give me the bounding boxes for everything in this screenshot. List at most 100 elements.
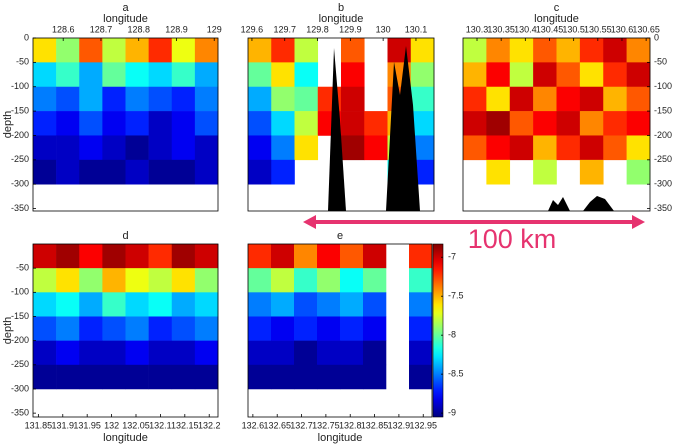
- heat-cell: [248, 292, 272, 317]
- heat-cell: [33, 38, 57, 63]
- y-tick-label: -50: [16, 57, 29, 67]
- heat-cell: [56, 111, 80, 136]
- heat-cell: [626, 159, 651, 185]
- heat-cell: [556, 86, 581, 112]
- heat-cell: [56, 340, 80, 366]
- seafloor: [583, 196, 614, 211]
- x-tick-label: 132.05: [122, 420, 150, 430]
- heat-cell: [294, 244, 318, 269]
- heat-cell: [102, 159, 126, 185]
- x-tick-label: 130.65: [632, 24, 660, 34]
- heat-cell: [486, 159, 511, 185]
- heat-cell: [340, 268, 364, 293]
- heat-cell: [271, 292, 295, 317]
- x-tick-label: 132.65: [263, 420, 291, 430]
- y-axis-label: depth: [2, 317, 14, 345]
- heat-cell: [294, 292, 318, 317]
- heat-cell: [294, 316, 318, 341]
- heat-cell: [248, 62, 272, 88]
- heat-cell: [194, 316, 219, 341]
- x-tick-label: 130.6: [611, 24, 634, 34]
- heat-cell: [556, 62, 581, 88]
- heat-cell: [486, 111, 511, 136]
- heat-cell: [317, 364, 341, 390]
- heat-cell: [317, 316, 341, 341]
- heat-cell: [509, 86, 534, 112]
- heat-cell: [125, 159, 149, 185]
- heat-cell: [486, 62, 511, 88]
- heat-cell: [271, 135, 295, 161]
- y-tick-label: -150: [654, 105, 672, 115]
- heat-cell: [294, 111, 319, 136]
- heat-cell: [56, 364, 80, 390]
- heat-cell: [125, 268, 149, 293]
- heat-cell: [194, 364, 219, 390]
- y-tick-label: -50: [16, 263, 29, 273]
- x-tick-label: 131.9: [52, 420, 75, 430]
- heat-cell: [533, 159, 557, 185]
- y-axis-label: depth: [2, 111, 14, 139]
- heat-cell: [171, 111, 196, 136]
- heat-cell: [410, 62, 435, 88]
- heat-cell: [194, 268, 219, 293]
- heat-cell: [294, 364, 318, 390]
- scale-bar-label: 100 km: [468, 224, 557, 254]
- heat-cell: [579, 38, 604, 63]
- plot-frame: [32, 243, 219, 418]
- heat-cell: [533, 38, 557, 63]
- heat-cell: [341, 111, 365, 136]
- heat-cell: [194, 135, 219, 161]
- y-tick-label: -300: [11, 179, 29, 189]
- heat-cell: [271, 159, 295, 185]
- heat-cell: [363, 364, 387, 390]
- heat-cell: [579, 111, 604, 136]
- heat-cell: [33, 62, 57, 88]
- heat-cell: [102, 38, 126, 63]
- heat-cell: [248, 364, 272, 390]
- heat-cell: [626, 86, 651, 112]
- heat-cell: [148, 244, 173, 269]
- heat-cell: [294, 38, 319, 63]
- heat-cell: [363, 292, 387, 317]
- heat-cell: [579, 62, 604, 88]
- heat-cell: [463, 135, 487, 161]
- heat-cell: [626, 62, 651, 88]
- panel-title: d: [122, 230, 128, 242]
- heat-cell: [33, 244, 57, 269]
- heat-cell: [33, 340, 57, 366]
- heat-cell: [626, 135, 651, 161]
- y-tick-label: -300: [11, 383, 29, 393]
- heat-cell: [626, 111, 651, 136]
- heat-cell: [317, 292, 341, 317]
- heat-cell: [33, 292, 57, 317]
- heat-cell: [171, 268, 196, 293]
- x-tick-label: 130.45: [536, 24, 564, 34]
- heat-cell: [194, 62, 219, 88]
- heat-cell: [171, 340, 196, 366]
- y-tick-label: -250: [11, 154, 29, 164]
- x-tick-label: 132.9: [388, 420, 411, 430]
- panel-title: a: [122, 2, 129, 14]
- heat-cell: [533, 111, 557, 136]
- heat-cell: [248, 111, 272, 136]
- heat-cell: [341, 62, 365, 88]
- heat-cell: [79, 38, 103, 63]
- y-tick-label: 0: [24, 32, 29, 42]
- y-tick-label: -200: [11, 130, 29, 140]
- heat-cell: [317, 340, 341, 366]
- x-tick-label: 128.6: [52, 24, 75, 34]
- panel-title: e: [337, 230, 343, 242]
- heat-cell: [271, 244, 295, 269]
- heat-cell: [486, 135, 511, 161]
- heat-cell: [409, 316, 433, 341]
- x-tick-label: 131.95: [73, 420, 101, 430]
- heat-cell: [364, 111, 388, 136]
- heat-cell: [409, 364, 433, 390]
- heat-cell: [248, 159, 272, 185]
- heat-cell: [409, 292, 433, 317]
- heat-cell: [579, 86, 604, 112]
- colorbar-tick-label: -7.5: [448, 291, 464, 301]
- heat-cell: [148, 292, 173, 317]
- colorbar-tick-label: -8: [448, 330, 456, 340]
- heat-cell: [294, 62, 319, 88]
